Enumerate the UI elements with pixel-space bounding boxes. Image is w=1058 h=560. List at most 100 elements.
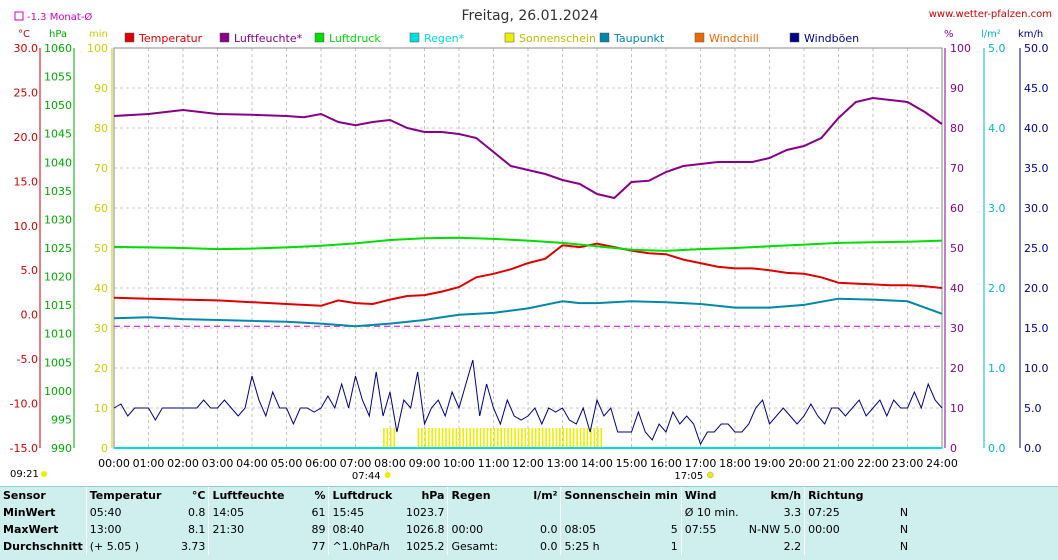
stats-cell: 1 <box>670 540 678 553</box>
stats-col-temp: Temperatur <box>85 487 165 504</box>
sunshine-bar <box>545 428 547 448</box>
stats-cell: N <box>899 523 909 536</box>
axis-tick-label: 995 <box>51 413 72 426</box>
x-tick-label: 23:00 <box>892 457 924 470</box>
avg-marker-icon <box>14 11 24 21</box>
x-tick-label: 20:00 <box>788 457 820 470</box>
sunshine-bar <box>507 428 509 448</box>
sunshine-bar <box>390 428 392 448</box>
sunshine-bar <box>417 428 420 448</box>
website-link[interactable]: www.wetter-pfalzen.com <box>929 9 1052 20</box>
axis-tick-label: 1010 <box>44 328 72 341</box>
stats-cell: 2.2 <box>783 540 802 553</box>
unit-percent: % <box>944 29 954 40</box>
stats-cell <box>680 538 746 555</box>
stats-cell: 1026.8 <box>405 523 445 536</box>
sunshine-bar <box>483 428 485 448</box>
sunshine-bar <box>493 428 496 448</box>
stats-cell: 5 <box>670 523 678 536</box>
axis-tick-label: 20 <box>950 362 964 375</box>
axis-tick-label: 25.0 <box>1024 242 1049 255</box>
unit-minutes: min <box>89 29 108 40</box>
series-line <box>113 242 943 307</box>
x-tick-label: 14:00 <box>581 457 613 470</box>
stats-row-min: MinWert 05:40 0.8 14:05 61 15:45 1023.7 … <box>0 504 911 521</box>
sunshine-bar <box>517 428 520 448</box>
weather-chart: Freitag, 26.01.2024 www.wetter-pfalzen.c… <box>9 8 1052 482</box>
stats-cell: (+ 5.05 ) <box>85 538 165 555</box>
stats-row-max: MaxWert 13:00 8.1 21:30 89 08:40 1026.8 … <box>0 521 911 538</box>
stats-cell: 0.8 <box>187 506 206 519</box>
axis-tick-label: -10.0 <box>10 398 38 411</box>
axis-tick-label: 70 <box>950 162 964 175</box>
axis-tick-label: 40.0 <box>1024 122 1049 135</box>
axis-tick-label: 1050 <box>44 99 72 112</box>
x-tick-label: 05:00 <box>271 457 303 470</box>
axis-tick-label: 990 <box>51 442 72 455</box>
legend-label: Sonnenschein <box>519 32 596 45</box>
legend-label: Windböen <box>804 32 859 45</box>
axis-tick-label: 3.0 <box>988 202 1006 215</box>
sunshine-bar <box>521 428 523 448</box>
stats-col-press: Luftdruck <box>328 487 396 504</box>
sunshine-bar <box>597 428 599 448</box>
x-tick-label: 21:00 <box>823 457 855 470</box>
sunshine-bar <box>572 428 575 448</box>
axis-tick-label: 5.0 <box>988 42 1006 55</box>
legend-swatch <box>504 32 515 43</box>
axis-tick-label: 70 <box>94 162 108 175</box>
sunshine-bar <box>590 428 592 448</box>
sunshine-bar <box>548 428 551 448</box>
sunshine-bar <box>534 428 537 448</box>
x-tick-label: 03:00 <box>202 457 234 470</box>
avg-marker-label: -1.3 Monat-Ø <box>27 11 92 23</box>
sunshine-bar <box>431 428 433 448</box>
chart-axes: 30.0 25.0 20.0 15.0 10.0 5.0 0.0 -5.0 -10.0 -15.0… <box>10 42 1049 482</box>
stats-cell: 15:45 <box>328 504 396 521</box>
stats-header-row: Sensor Temperatur °C Luftfeuchte % Luftd… <box>0 487 912 504</box>
sunshine-bar <box>569 428 571 448</box>
x-tick-label: 02:00 <box>167 457 199 470</box>
x-tick-label: 01:00 <box>133 457 165 470</box>
stats-table: Sensor Temperatur °C Luftfeuchte % Luftd… <box>0 487 912 555</box>
sunshine-bar <box>538 428 540 448</box>
sunshine-bar <box>459 428 461 448</box>
axis-tick-label: 15.0 <box>14 175 39 188</box>
stats-col-wind-unit: km/h <box>770 489 802 502</box>
sunshine-bar <box>559 428 561 448</box>
stats-cell: ^1.0hPa/h <box>328 538 396 555</box>
stats-col-wind: Wind <box>680 487 746 504</box>
stats-cell: Durchschnitt <box>3 540 83 553</box>
sunshine-bar <box>452 428 454 448</box>
axis-tick-label: 2.0 <box>988 282 1006 295</box>
axis-tick-label: -5.0 <box>17 353 38 366</box>
axis-tick-label: 30.0 <box>1024 202 1049 215</box>
axis-tick-label: 20.0 <box>1024 282 1049 295</box>
chart-title: Freitag, 26.01.2024 <box>462 8 599 24</box>
axis-tick-label: 50 <box>94 242 108 255</box>
legend-label: Luftdruck <box>329 32 381 45</box>
axis-tick-label: 50 <box>950 242 964 255</box>
axis-tick-label: 1045 <box>44 128 72 141</box>
axis-tick-label: 0.0 <box>988 442 1006 455</box>
stats-cell: 89 <box>311 523 326 536</box>
sunshine-bar <box>565 428 568 448</box>
stats-cell <box>560 504 652 521</box>
x-tick-label: 07:00 <box>340 457 372 470</box>
stats-cell: 0.0 <box>539 523 558 536</box>
axis-tick-label: 30 <box>950 322 964 335</box>
x-tick-label: 17:00 <box>685 457 717 470</box>
stats-col-temp-unit: °C <box>191 489 206 502</box>
stats-cell: 08:40 <box>328 521 396 538</box>
stats-cell: 1023.7 <box>405 506 445 519</box>
sunshine-bar <box>479 428 482 448</box>
axis-tick-label: 40 <box>94 282 108 295</box>
axis-tick-label: 25.0 <box>14 86 39 99</box>
axis-tick-label: 60 <box>94 202 108 215</box>
stats-cell: 3.73 <box>180 540 206 553</box>
axis-tick-label: 1035 <box>44 185 72 198</box>
legend-swatch <box>789 32 800 43</box>
x-tick-label: 15:00 <box>616 457 648 470</box>
axis-tick-label: 15.0 <box>1024 322 1049 335</box>
sunshine-bar <box>476 428 478 448</box>
